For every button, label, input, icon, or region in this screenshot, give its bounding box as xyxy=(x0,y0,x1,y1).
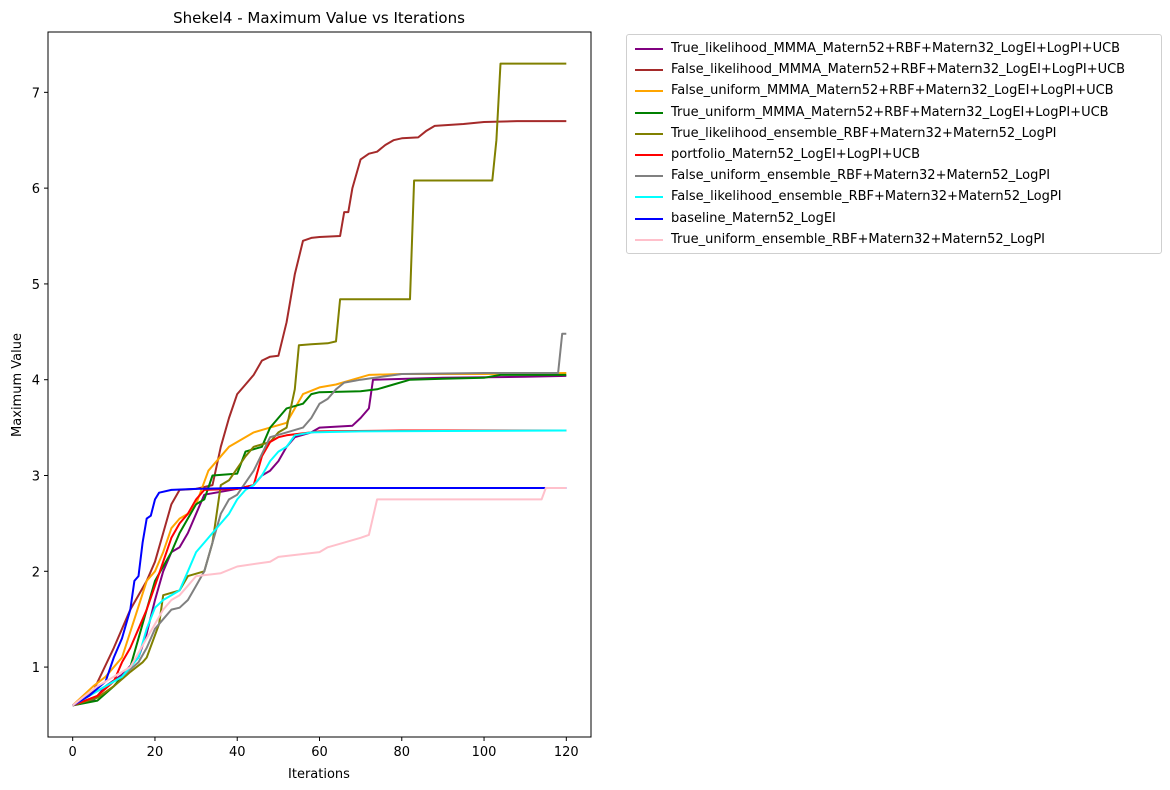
legend-swatch xyxy=(635,132,663,135)
y-tick-label: 7 xyxy=(32,86,40,101)
x-axis-label: Iterations xyxy=(288,767,350,782)
x-tick-label: 0 xyxy=(69,745,77,760)
y-tick-label: 4 xyxy=(32,374,40,389)
legend-swatch xyxy=(635,238,663,241)
x-tick-label: 20 xyxy=(147,745,164,760)
legend-swatch xyxy=(635,217,663,220)
legend-swatch xyxy=(635,69,663,72)
series-line-8 xyxy=(72,487,567,707)
legend-label: False_likelihood_MMMA_Matern52+RBF+Mater… xyxy=(671,62,1126,78)
x-tick-label: 120 xyxy=(554,745,579,760)
legend-item: True_likelihood_MMMA_Matern52+RBF+Matern… xyxy=(627,39,1161,60)
y-tick-label: 2 xyxy=(32,565,40,580)
y-axis-label: Maximum Value xyxy=(10,333,25,437)
legend-label: False_uniform_ensemble_RBF+Matern32+Mate… xyxy=(671,168,1051,184)
x-tick-label: 60 xyxy=(311,745,328,760)
legend-label: baseline_Matern52_LogEI xyxy=(671,210,836,226)
legend-swatch xyxy=(635,175,663,178)
series-line-1 xyxy=(72,120,567,707)
legend-item: True_likelihood_ensemble_RBF+Matern32+Ma… xyxy=(627,124,1161,145)
legend-label: True_uniform_MMMA_Matern52+RBF+Matern32_… xyxy=(671,104,1109,120)
y-tick-label: 6 xyxy=(32,182,40,197)
x-tick-label: 40 xyxy=(229,745,246,760)
series-line-4 xyxy=(72,62,567,707)
chart-title: Shekel4 - Maximum Value vs Iterations xyxy=(173,9,465,27)
y-tick-label: 3 xyxy=(32,469,40,484)
legend-item: True_uniform_ensemble_RBF+Matern32+Mater… xyxy=(627,230,1161,251)
legend-label: True_likelihood_ensemble_RBF+Matern32+Ma… xyxy=(671,125,1057,141)
legend-label: False_uniform_MMMA_Matern52+RBF+Matern32… xyxy=(671,83,1114,99)
x-tick-label: 100 xyxy=(472,745,497,760)
series-line-3 xyxy=(72,373,567,707)
legend-item: baseline_Matern52_LogEI xyxy=(627,209,1161,230)
legend-label: True_uniform_ensemble_RBF+Matern32+Mater… xyxy=(671,231,1046,247)
series-line-9 xyxy=(72,487,567,707)
series-line-7 xyxy=(72,429,567,707)
legend-item: portfolio_Matern52_LogEI+LogPI+UCB xyxy=(627,145,1161,166)
axis-ticks: 0 20 40 60 80 100 120 1 2 3 4 5 6 7 xyxy=(32,86,579,760)
series-lines xyxy=(72,62,567,707)
legend-label: True_likelihood_MMMA_Matern52+RBF+Matern… xyxy=(671,41,1121,56)
y-tick-label: 5 xyxy=(32,278,40,293)
legend-swatch xyxy=(635,90,663,93)
legend-swatch xyxy=(635,111,663,114)
legend-item: False_likelihood_MMMA_Matern52+RBF+Mater… xyxy=(627,60,1161,81)
legend-swatch xyxy=(635,196,663,199)
legend-swatch xyxy=(635,48,663,50)
legend-label: portfolio_Matern52_LogEI+LogPI+UCB xyxy=(671,147,920,162)
series-line-5 xyxy=(72,429,567,707)
legend-item: False_uniform_ensemble_RBF+Matern32+Mate… xyxy=(627,166,1161,187)
plot-frame xyxy=(47,31,592,738)
series-line-6 xyxy=(72,332,567,707)
legend-label: False_likelihood_ensemble_RBF+Matern32+M… xyxy=(671,189,1062,205)
y-tick-label: 1 xyxy=(32,661,40,676)
legend-item: False_likelihood_ensemble_RBF+Matern32+M… xyxy=(627,187,1161,208)
x-tick-label: 80 xyxy=(393,745,410,760)
legend: True_likelihood_MMMA_Matern52+RBF+Matern… xyxy=(626,34,1162,254)
legend-item: True_uniform_MMMA_Matern52+RBF+Matern32_… xyxy=(627,103,1161,124)
legend-item: False_uniform_MMMA_Matern52+RBF+Matern32… xyxy=(627,81,1161,102)
legend-swatch xyxy=(635,154,663,156)
